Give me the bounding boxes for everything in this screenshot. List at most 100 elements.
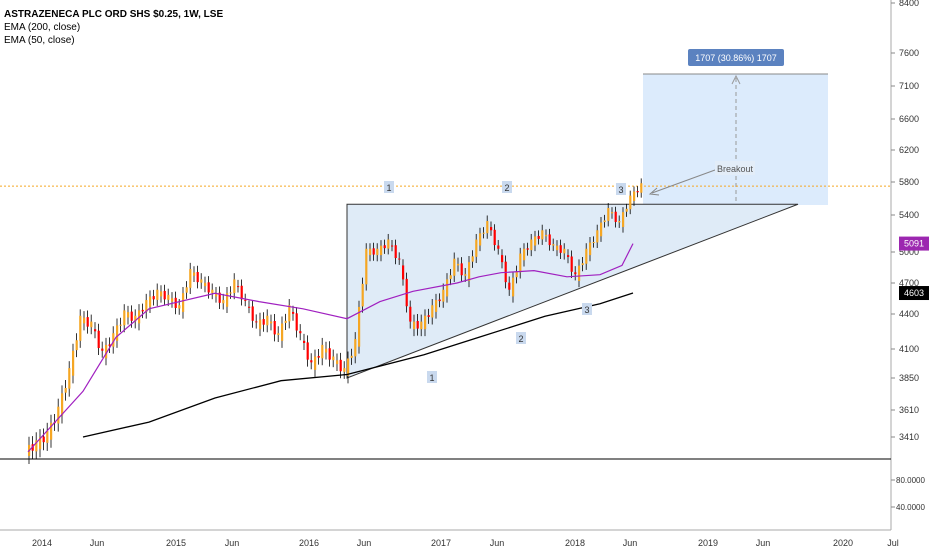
candle-body xyxy=(295,313,298,331)
candle-body xyxy=(394,245,397,259)
resistance-touch-badge xyxy=(616,183,626,195)
candle-body xyxy=(240,285,243,300)
candle-body xyxy=(237,286,240,288)
candle-body xyxy=(314,356,317,370)
candle-body xyxy=(611,212,614,214)
indicator-ema50-label[interactable]: EMA (50, close) xyxy=(4,35,75,46)
candle-body xyxy=(90,321,93,328)
candle-body xyxy=(614,211,617,222)
candle-body xyxy=(339,359,342,372)
candle-body xyxy=(519,253,522,273)
candle-body xyxy=(141,309,144,312)
breakout-label: Breakout xyxy=(717,164,754,174)
time-axis-label: 2014 xyxy=(32,538,52,548)
candle-body xyxy=(358,306,361,347)
candle-body xyxy=(350,355,353,358)
candle-body xyxy=(387,239,390,249)
candle-body xyxy=(222,300,225,304)
price-tag-label: 5091 xyxy=(904,239,924,249)
resistance-touch-badge xyxy=(502,181,512,193)
candle-body xyxy=(284,320,287,323)
candle-body xyxy=(255,321,258,323)
candle-body xyxy=(299,331,302,334)
resistance-touch-label: 1 xyxy=(386,183,391,193)
candle-body xyxy=(453,258,456,276)
candle-body xyxy=(39,437,42,450)
candle-body xyxy=(592,241,595,243)
candle-body xyxy=(101,348,104,351)
chart-title: ASTRAZENECA PLC ORD SHS $0.25, 1W, LSE xyxy=(4,9,224,20)
candle-body xyxy=(196,271,199,283)
candle-body xyxy=(563,248,566,254)
candle-body xyxy=(72,350,75,376)
candle-body xyxy=(405,278,408,307)
candle-body xyxy=(508,282,511,290)
candle-body xyxy=(460,263,463,276)
time-axis-label: Jun xyxy=(490,538,505,548)
breakout-arrow xyxy=(651,169,716,194)
time-axis-label: Jun xyxy=(225,538,240,548)
candle-body xyxy=(559,245,562,253)
candle-body xyxy=(633,191,636,201)
lower-tick-label: 40.0000 xyxy=(896,503,925,512)
candle-body xyxy=(376,248,379,256)
candle-body xyxy=(578,265,581,281)
candle-body xyxy=(262,319,265,325)
candle-body xyxy=(281,323,284,341)
candle-body xyxy=(226,293,229,307)
candle-body xyxy=(64,388,67,393)
candle-body xyxy=(618,221,621,223)
candle-body xyxy=(306,342,309,360)
candle-body xyxy=(251,306,254,321)
indicator-ema200-label[interactable]: EMA (200, close) xyxy=(4,22,81,33)
candle-body xyxy=(167,294,170,300)
candle-body xyxy=(325,348,328,353)
candle-body xyxy=(475,239,478,257)
candle-body xyxy=(365,248,368,285)
candle-body xyxy=(600,222,603,237)
candle-body xyxy=(486,221,489,234)
candle-body xyxy=(123,310,126,326)
candle-body xyxy=(622,212,625,228)
candle-body xyxy=(189,269,192,288)
candle-body xyxy=(636,191,639,193)
candle-body xyxy=(585,248,588,264)
time-axis-label: 2019 xyxy=(698,538,718,548)
candle-body xyxy=(596,230,599,243)
candle-body xyxy=(420,321,423,330)
price-tick-label: 8400 xyxy=(899,0,919,8)
target-label-box xyxy=(688,49,784,66)
candle-body xyxy=(321,344,324,359)
support-touch-badge xyxy=(516,332,526,344)
candle-body xyxy=(46,430,49,443)
candle-body xyxy=(108,344,111,347)
resistance-touch-badge xyxy=(384,181,394,193)
time-axis-label: Jul xyxy=(887,538,899,548)
candle-body xyxy=(292,311,295,314)
candle-body xyxy=(354,339,357,357)
candle-body xyxy=(215,293,218,297)
candle-body xyxy=(57,406,60,424)
candle-body xyxy=(523,248,526,261)
candle-body xyxy=(248,306,251,308)
candle-body xyxy=(383,245,386,249)
candle-body xyxy=(457,263,460,266)
candle-body xyxy=(446,279,449,297)
candle-body xyxy=(512,277,515,297)
candle-body xyxy=(145,300,148,312)
candle-body xyxy=(431,305,434,318)
candle-body xyxy=(233,279,236,293)
candle-body xyxy=(361,283,364,307)
candle-body xyxy=(567,255,570,257)
lower-tick-label: 80.0000 xyxy=(896,476,925,485)
candle-body xyxy=(207,282,210,293)
candle-body xyxy=(603,220,606,223)
time-axis-label: 2017 xyxy=(431,538,451,548)
candle-body xyxy=(97,330,100,349)
triangle-pattern xyxy=(346,203,799,379)
time-axis-label: Jun xyxy=(90,538,105,548)
candle-body xyxy=(416,321,419,329)
price-tag-label: 4603 xyxy=(904,288,924,298)
